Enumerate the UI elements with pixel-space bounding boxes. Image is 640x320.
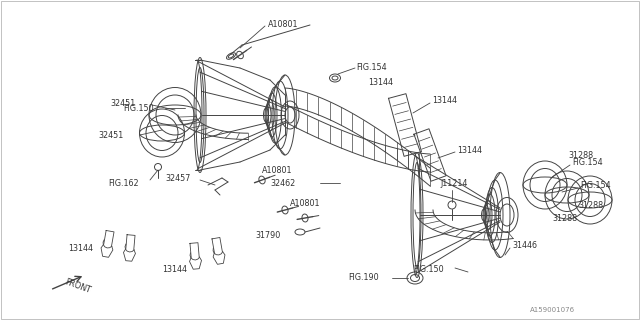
Text: 31288: 31288 (552, 213, 577, 222)
Text: 31790: 31790 (255, 230, 280, 239)
Text: FIG.150: FIG.150 (123, 103, 154, 113)
Text: FIG.150: FIG.150 (413, 266, 444, 275)
Text: 13144: 13144 (68, 244, 93, 252)
Text: J11214: J11214 (440, 179, 467, 188)
Text: FIG.154: FIG.154 (356, 62, 387, 71)
Text: FRONT: FRONT (63, 278, 92, 295)
Text: FIG.190: FIG.190 (348, 274, 379, 283)
Text: FIG.162: FIG.162 (108, 179, 139, 188)
Text: 13144: 13144 (368, 77, 393, 86)
Text: A10801: A10801 (268, 20, 298, 28)
Text: 32451: 32451 (98, 131, 124, 140)
Text: FIG.154: FIG.154 (580, 180, 611, 189)
Text: A10801: A10801 (290, 198, 321, 207)
Text: 13144: 13144 (432, 95, 457, 105)
Text: 32462: 32462 (270, 179, 295, 188)
Text: 32457: 32457 (165, 173, 190, 182)
Text: 13144: 13144 (162, 266, 187, 275)
Text: 13144: 13144 (457, 146, 482, 155)
Text: A159001076: A159001076 (530, 307, 575, 313)
Text: 31288: 31288 (578, 201, 603, 210)
Text: 31288: 31288 (568, 150, 593, 159)
Text: 32451: 32451 (110, 99, 135, 108)
Text: FIG.154: FIG.154 (572, 157, 603, 166)
Text: A10801: A10801 (262, 165, 292, 174)
Text: 31446: 31446 (512, 241, 537, 250)
